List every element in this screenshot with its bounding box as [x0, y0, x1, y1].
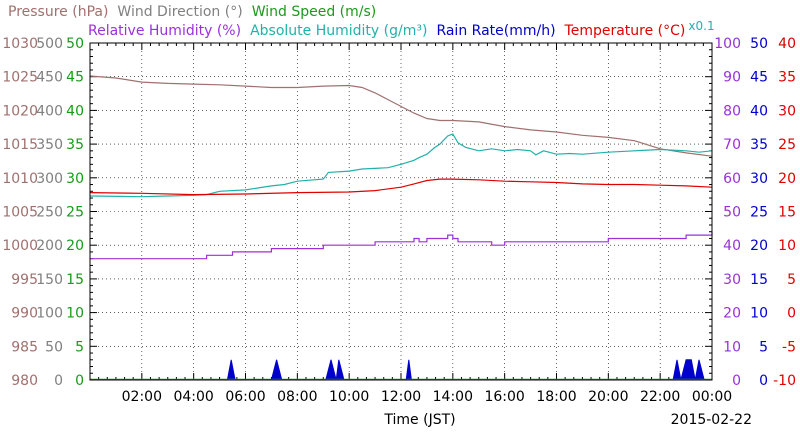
y-tick-label-wind_dir: 500 [36, 36, 63, 52]
series-rh [90, 231, 713, 260]
y-tick-label-rain: 25 [750, 205, 768, 221]
y-tick-label-rh: 30 [723, 272, 741, 288]
y-tick-label-wind_speed: 40 [66, 103, 84, 119]
y-tick-label-wind_dir: 150 [36, 272, 63, 288]
y-tick-label-rain: 15 [750, 272, 768, 288]
x-tick-label: 08:00 [277, 389, 317, 405]
y-tick-label-rain: 0 [759, 373, 768, 389]
y-tick-label-wind_speed: 30 [66, 171, 84, 187]
y-tick-label-rain: 35 [750, 137, 768, 153]
y-tick-label-wind_dir: 400 [36, 103, 63, 119]
x-tick-label: 06:00 [225, 389, 265, 405]
x-tick-label: 00:00 [692, 389, 732, 405]
y-tick-label-temp: 10 [778, 238, 796, 254]
y-tick-label-pressure: 985 [11, 339, 38, 355]
y-tick-label-temp: -5 [782, 339, 796, 355]
y-tick-label-temp: 35 [778, 70, 796, 86]
y-tick-label-pressure: 1020 [2, 103, 38, 119]
y-tick-label-pressure: 990 [11, 306, 38, 322]
y-tick-label-temp: 40 [778, 36, 796, 52]
y-tick-label-temp: 30 [778, 103, 796, 119]
y-tick-label-pressure: 1015 [2, 137, 38, 153]
x-tick-label: 18:00 [536, 389, 576, 405]
plot-frame [89, 42, 713, 381]
y-tick-label-pressure: 1000 [2, 238, 38, 254]
y-tick-label-rain: 40 [750, 103, 768, 119]
y-tick-label-wind_speed: 50 [66, 36, 84, 52]
y-tick-label-wind_speed: 5 [75, 339, 84, 355]
x-axis-label: Time (JST) [383, 412, 455, 428]
series-pressure [89, 75, 713, 157]
series-rain [226, 359, 705, 381]
y-tick-label-rh: 0 [732, 373, 741, 389]
y-tick-label-rain: 5 [759, 339, 768, 355]
y-tick-label-pressure: 1025 [2, 70, 38, 86]
y-tick-label-wind_dir: 300 [36, 171, 63, 187]
x-tick-label: 16:00 [484, 389, 524, 405]
grid [90, 43, 712, 380]
y-tick-label-temp: 20 [778, 171, 796, 187]
y-tick-label-rh: 40 [723, 238, 741, 254]
series-temp [89, 178, 713, 196]
y-tick-label-wind_dir: 100 [36, 306, 63, 322]
x-tick-label: 12:00 [381, 389, 421, 405]
legend-pressure: Pressure (hPa) [8, 4, 108, 20]
series-ah [89, 133, 713, 198]
y-tick-label-wind_dir: 250 [36, 205, 63, 221]
x-tick-label: 04:00 [173, 389, 213, 405]
y-tick-label-wind_speed: 20 [66, 238, 84, 254]
y-tick-label-rh: 100 [714, 36, 741, 52]
legend-rh: Relative Humidity (%) [88, 23, 241, 39]
y-tick-label-rh: 10 [723, 339, 741, 355]
y-tick-label-rain: 20 [750, 238, 768, 254]
y-tick-label-temp: -10 [773, 373, 796, 389]
date-label: 2015-02-22 [671, 412, 752, 428]
y-tick-label-temp: 0 [787, 306, 796, 322]
y-tick-label-temp: 5 [787, 272, 796, 288]
y-tick-label-rh: 50 [723, 205, 741, 221]
y-tick-label-wind_speed: 15 [66, 272, 84, 288]
y-tick-label-wind_speed: 35 [66, 137, 84, 153]
x-tick-label: 10:00 [329, 389, 369, 405]
y-tick-label-pressure: 1005 [2, 205, 38, 221]
y-tick-label-rh: 80 [723, 103, 741, 119]
y-tick-label-rain: 30 [750, 171, 768, 187]
x-tick-label: 20:00 [588, 389, 628, 405]
legend-wind_speed: Wind Speed (m/s) [252, 4, 377, 20]
y-tick-label-pressure: 995 [11, 272, 38, 288]
legend-ah: Absolute Humidity (g/m³) [250, 23, 427, 39]
y-tick-label-pressure: 1010 [2, 171, 38, 187]
y-tick-label-temp: 15 [778, 205, 796, 221]
y-tick-label-wind_speed: 25 [66, 205, 84, 221]
x-tick-label: 14:00 [433, 389, 473, 405]
y-tick-label-rh: 90 [723, 70, 741, 86]
legend-wind_dir: Wind Direction (°) [117, 4, 242, 20]
x-tick-label: 22:00 [640, 389, 680, 405]
y-tick-label-wind_dir: 0 [54, 373, 63, 389]
y-tick-label-wind_dir: 450 [36, 70, 63, 86]
y-tick-label-wind_dir: 200 [36, 238, 63, 254]
y-tick-label-wind_dir: 350 [36, 137, 63, 153]
y-tick-label-wind_speed: 10 [66, 306, 84, 322]
y-tick-label-rain: 50 [750, 36, 768, 52]
y-tick-label-rh: 60 [723, 171, 741, 187]
legend-rain: Rain Rate(mm/h) [436, 23, 555, 39]
y-tick-label-pressure: 1030 [2, 36, 38, 52]
x-tick-label: 02:00 [122, 389, 162, 405]
x01-note: x0.1 [688, 19, 714, 33]
y-tick-label-wind_speed: 0 [75, 373, 84, 389]
legend: Pressure (hPa) Wind Direction (°) Wind Spe… [8, 4, 715, 39]
y-tick-label-temp: 25 [778, 137, 796, 153]
y-tick-label-rain: 10 [750, 306, 768, 322]
y-tick-label-wind_speed: 45 [66, 70, 84, 86]
y-tick-label-rh: 20 [723, 306, 741, 322]
legend-temp: Temperature (°C) [564, 23, 686, 39]
y-tick-label-wind_dir: 50 [45, 339, 63, 355]
axes: 02:00 04:00 06:00 08:00 10:00 12:00 14:00 16:00… [2, 36, 796, 405]
y-tick-label-rh: 70 [723, 137, 741, 153]
y-tick-label-pressure: 980 [11, 373, 38, 389]
y-tick-label-rain: 45 [750, 70, 768, 86]
